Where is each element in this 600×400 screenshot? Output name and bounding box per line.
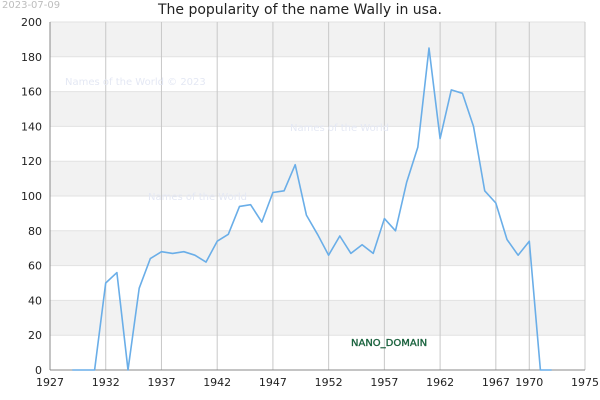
y-tick-label: 160 [21,86,42,99]
x-tick-label: 1932 [92,376,120,389]
x-tick-label: 1957 [370,376,398,389]
series-line [72,47,552,371]
x-tick-label: 1962 [426,376,454,389]
x-tick-label: 1947 [259,376,287,389]
y-tick-label: 140 [21,120,42,133]
x-tick-label: 1967 [482,376,510,389]
x-tick-label: 1927 [36,376,64,389]
background-band [50,91,585,127]
watermark-text: Names of the World [148,192,247,203]
watermark-text: Names of the World © 2023 [65,77,206,88]
chart-title: The popularity of the name Wally in usa. [157,2,442,18]
background-band [50,161,585,196]
y-axis-ticks: 0 20 40 60 80 100 120 140 160 180 200 [21,16,42,377]
y-tick-label: 100 [21,190,42,203]
series-line-path [72,47,552,371]
x-tick-label: 1937 [147,376,175,389]
y-tick-label: 40 [28,294,42,307]
background-band [50,300,585,336]
x-tick-label: 1942 [203,376,231,389]
x-axis-ticks: 1927 1932 1937 1942 1947 1952 1957 1962 1967 1970… [36,376,599,389]
background-band [50,265,585,301]
x-tick-label: 1952 [315,376,343,389]
date-stamp: 2023-07-09 [2,0,61,11]
watermark-text: Names of the World [290,123,389,134]
y-tick-label: 0 [35,364,42,377]
y-tick-label: 200 [21,16,42,29]
y-tick-label: 60 [28,260,42,273]
nano-domain-label: NANO_DOMAIN [351,338,427,349]
background-band [50,22,585,57]
y-tick-label: 80 [28,225,42,238]
watermarks: Names of the World © 2023 Names of the Wo… [65,77,389,203]
y-tick-label: 20 [28,329,42,342]
background-band [50,230,585,266]
x-tick-label: 1975 [571,376,599,389]
y-tick-label: 180 [21,51,42,64]
y-tick-label: 120 [21,155,42,168]
background-band [50,196,585,231]
x-tick-label: 1970 [515,376,543,389]
grid-lines [49,21,586,371]
